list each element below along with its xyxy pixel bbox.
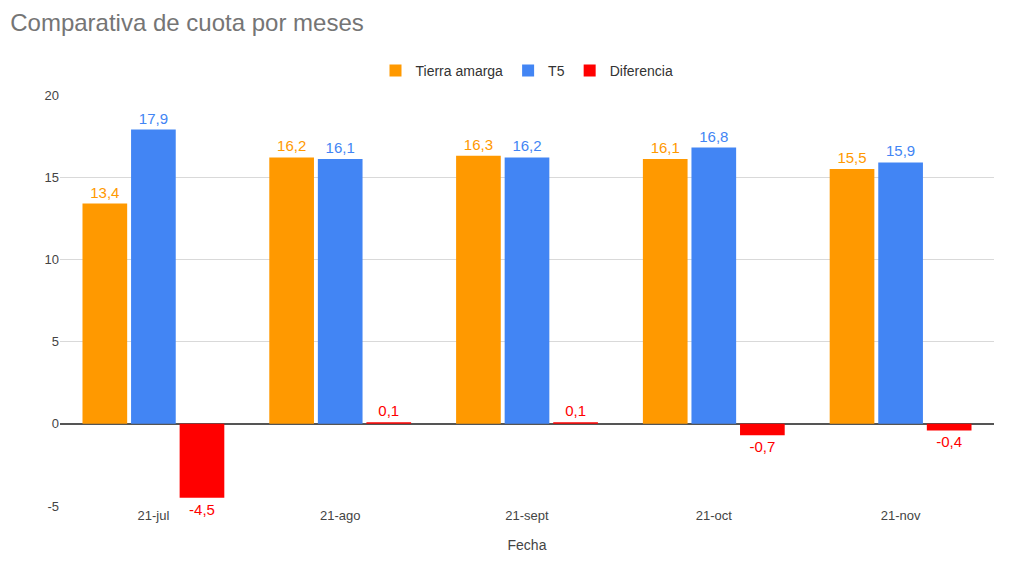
svg-text:-5: -5	[47, 499, 59, 514]
svg-text:16,1: 16,1	[651, 139, 680, 156]
svg-text:-0,7: -0,7	[749, 438, 775, 455]
svg-text:-4,5: -4,5	[189, 501, 215, 518]
svg-text:Comparativa de cuota por meses: Comparativa de cuota por meses	[10, 9, 364, 36]
svg-text:21-sept: 21-sept	[505, 508, 549, 523]
svg-text:20: 20	[45, 88, 59, 103]
svg-text:15,9: 15,9	[886, 142, 915, 159]
svg-text:Tierra amarga: Tierra amarga	[416, 63, 504, 79]
svg-text:16,8: 16,8	[699, 128, 728, 145]
svg-text:0,1: 0,1	[565, 402, 586, 419]
svg-text:17,9: 17,9	[139, 110, 168, 127]
svg-text:21-jul: 21-jul	[138, 508, 170, 523]
svg-text:0: 0	[52, 416, 59, 431]
svg-text:5: 5	[52, 334, 59, 349]
svg-text:Diferencia: Diferencia	[610, 63, 673, 79]
svg-text:Fecha: Fecha	[508, 537, 547, 553]
svg-text:21-ago: 21-ago	[320, 508, 360, 523]
svg-text:21-nov: 21-nov	[881, 508, 921, 523]
svg-text:16,3: 16,3	[464, 136, 493, 153]
svg-text:10: 10	[45, 252, 59, 267]
svg-text:13,4: 13,4	[90, 184, 119, 201]
svg-text:15: 15	[45, 170, 59, 185]
svg-text:15,5: 15,5	[837, 149, 866, 166]
svg-text:16,2: 16,2	[277, 137, 306, 154]
svg-text:T5: T5	[548, 63, 565, 79]
svg-text:21-oct: 21-oct	[696, 508, 733, 523]
svg-text:-0,4: -0,4	[936, 433, 962, 450]
svg-text:0,1: 0,1	[378, 402, 399, 419]
svg-text:16,2: 16,2	[512, 137, 541, 154]
svg-text:16,1: 16,1	[326, 139, 355, 156]
